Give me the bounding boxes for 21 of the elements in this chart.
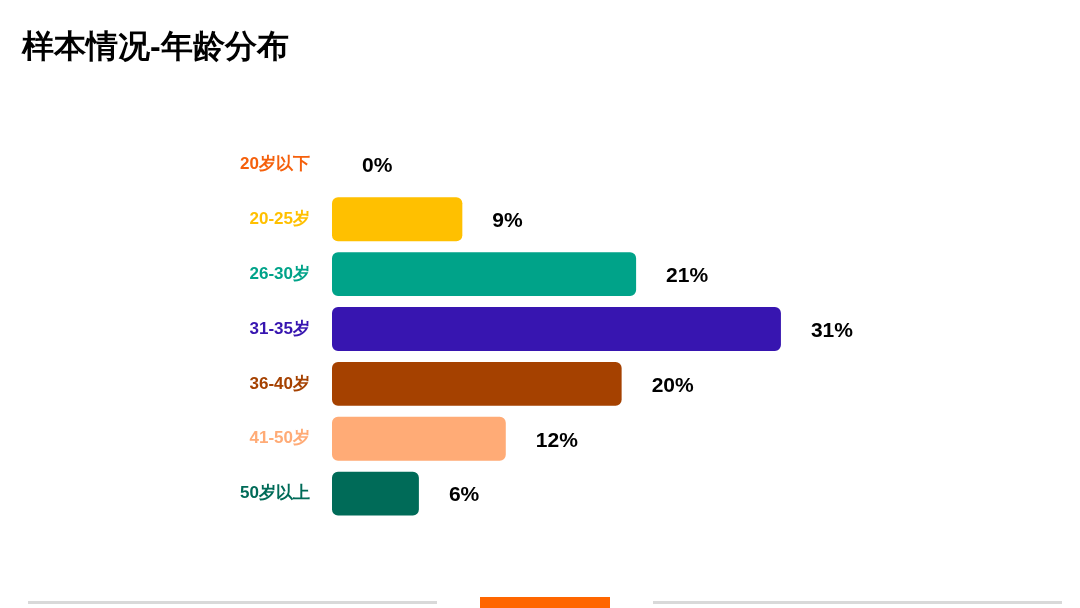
bar [332,307,781,351]
data-label: 9% [492,208,524,232]
y-tick-label: 31-35岁 [249,318,310,338]
bar [332,361,622,406]
bar [332,197,463,242]
y-tick-label: 41-50岁 [249,428,310,448]
data-label: 6% [448,482,480,506]
y-tick-label: 26-30岁 [249,263,310,283]
data-label: 12% [535,427,579,451]
data-label: 20% [651,372,694,396]
chart-title: 样本情况-年龄分布 [22,27,289,66]
y-tick-label: 50岁以上 [240,483,310,503]
data-label: 21% [666,262,709,286]
y-tick-label: 36-40岁 [249,373,310,393]
data-label: 0% [362,153,393,177]
bar [332,416,506,461]
y-tick-label: 20岁以下 [240,154,310,174]
bar [332,471,419,516]
data-label: 31% [810,317,854,341]
y-tick-label: 20-25岁 [249,208,310,228]
bar [332,252,637,297]
